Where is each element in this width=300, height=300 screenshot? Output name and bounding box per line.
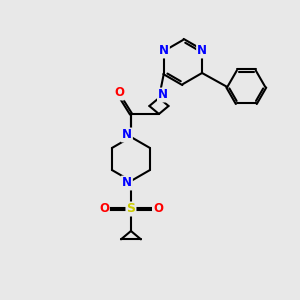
Text: O: O bbox=[114, 86, 124, 100]
Text: S: S bbox=[126, 202, 135, 215]
Text: N: N bbox=[122, 128, 132, 142]
Text: N: N bbox=[122, 176, 132, 190]
Text: N: N bbox=[159, 44, 169, 58]
Text: N: N bbox=[158, 88, 168, 101]
Text: O: O bbox=[99, 202, 109, 215]
Text: N: N bbox=[197, 44, 207, 58]
Text: O: O bbox=[153, 202, 163, 215]
